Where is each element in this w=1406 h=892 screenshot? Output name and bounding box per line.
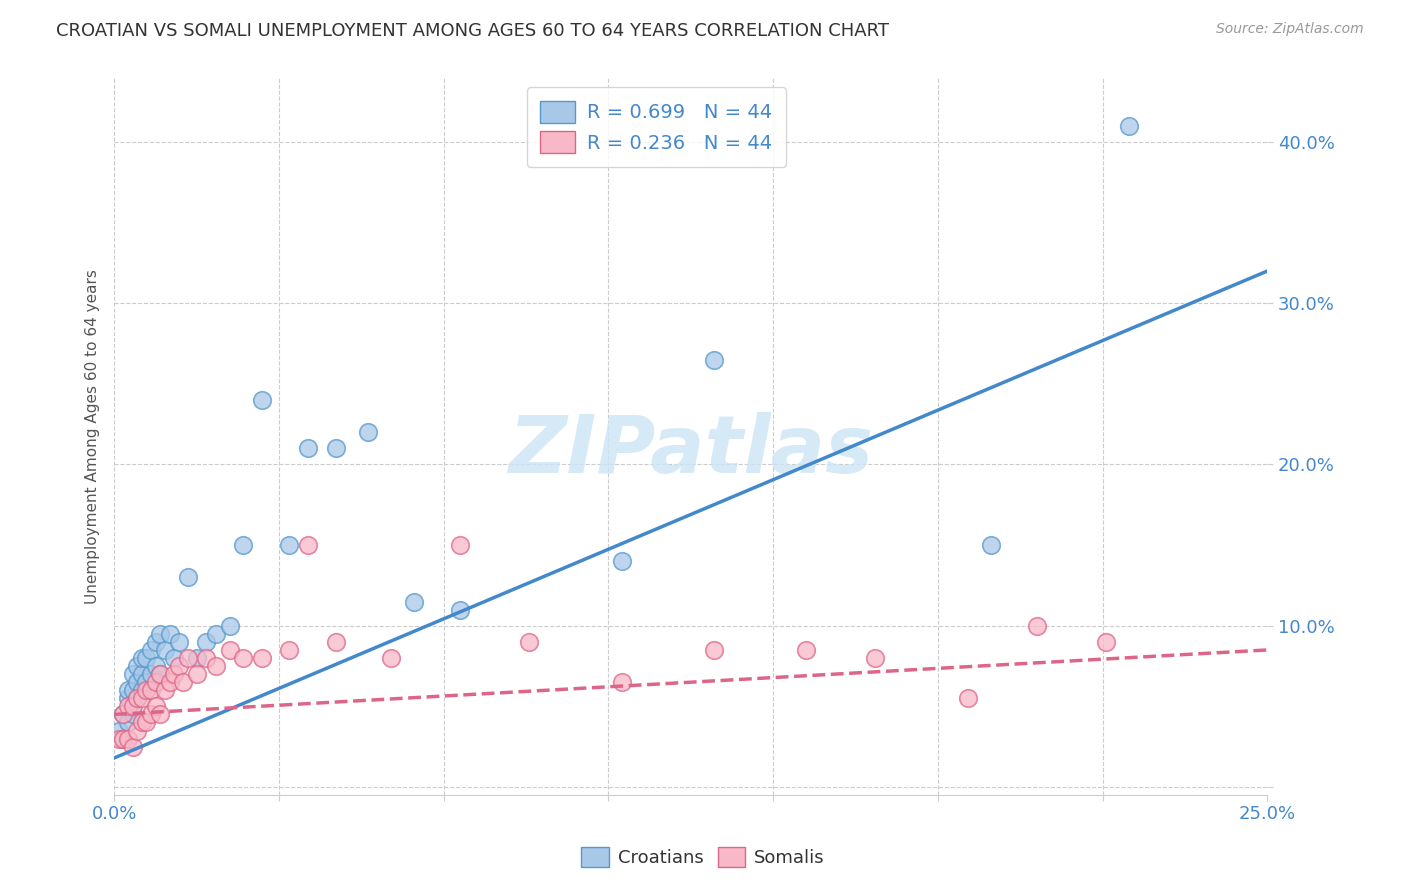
Point xyxy=(1025,618,1047,632)
Legend: Croatians, Somalis: Croatians, Somalis xyxy=(574,839,832,874)
Point xyxy=(153,683,176,698)
Point xyxy=(117,715,139,730)
Point xyxy=(204,627,226,641)
Point xyxy=(112,707,135,722)
Point xyxy=(127,675,149,690)
Point xyxy=(167,635,190,649)
Legend: R = 0.699   N = 44, R = 0.236   N = 44: R = 0.699 N = 44, R = 0.236 N = 44 xyxy=(527,87,786,167)
Point xyxy=(703,643,725,657)
Point xyxy=(145,675,167,690)
Point xyxy=(131,683,153,698)
Point xyxy=(703,352,725,367)
Point xyxy=(218,643,240,657)
Point xyxy=(139,683,162,698)
Point xyxy=(172,675,194,690)
Point xyxy=(149,627,172,641)
Point xyxy=(135,683,157,698)
Point xyxy=(127,659,149,673)
Point xyxy=(519,635,541,649)
Point xyxy=(177,570,200,584)
Point xyxy=(121,707,143,722)
Point xyxy=(204,659,226,673)
Point xyxy=(153,643,176,657)
Point xyxy=(107,723,129,738)
Point xyxy=(297,538,319,552)
Point xyxy=(163,667,186,681)
Point xyxy=(117,699,139,714)
Point xyxy=(1095,635,1118,649)
Point xyxy=(112,731,135,746)
Point xyxy=(149,667,172,681)
Point xyxy=(956,691,979,706)
Point xyxy=(135,715,157,730)
Point xyxy=(402,594,425,608)
Point xyxy=(127,723,149,738)
Point xyxy=(135,651,157,665)
Point xyxy=(121,699,143,714)
Point xyxy=(186,667,208,681)
Point xyxy=(325,635,347,649)
Point xyxy=(177,651,200,665)
Point xyxy=(117,691,139,706)
Point xyxy=(135,675,157,690)
Point xyxy=(357,425,380,440)
Point xyxy=(610,675,633,690)
Point xyxy=(127,691,149,706)
Point xyxy=(218,618,240,632)
Y-axis label: Unemployment Among Ages 60 to 64 years: Unemployment Among Ages 60 to 64 years xyxy=(86,268,100,604)
Point xyxy=(159,675,181,690)
Point xyxy=(195,635,218,649)
Point xyxy=(278,643,301,657)
Text: ZIPatlas: ZIPatlas xyxy=(509,411,873,490)
Point xyxy=(278,538,301,552)
Point xyxy=(107,731,129,746)
Point xyxy=(145,635,167,649)
Point xyxy=(297,442,319,456)
Point xyxy=(121,667,143,681)
Point xyxy=(145,699,167,714)
Point xyxy=(449,602,471,616)
Point xyxy=(139,667,162,681)
Point xyxy=(127,691,149,706)
Point xyxy=(232,651,254,665)
Point xyxy=(380,651,402,665)
Point xyxy=(163,651,186,665)
Point xyxy=(139,643,162,657)
Point xyxy=(112,707,135,722)
Point xyxy=(112,731,135,746)
Point xyxy=(980,538,1002,552)
Point xyxy=(117,731,139,746)
Point xyxy=(865,651,887,665)
Point xyxy=(149,707,172,722)
Point xyxy=(145,659,167,673)
Point xyxy=(250,392,273,407)
Point xyxy=(610,554,633,568)
Point xyxy=(121,739,143,754)
Point xyxy=(1118,119,1140,133)
Text: Source: ZipAtlas.com: Source: ZipAtlas.com xyxy=(1216,22,1364,37)
Point xyxy=(232,538,254,552)
Point xyxy=(139,707,162,722)
Point xyxy=(195,651,218,665)
Point xyxy=(449,538,471,552)
Point xyxy=(131,651,153,665)
Point xyxy=(121,683,143,698)
Point xyxy=(159,627,181,641)
Point xyxy=(131,715,153,730)
Point xyxy=(117,683,139,698)
Point xyxy=(149,667,172,681)
Point xyxy=(131,691,153,706)
Text: CROATIAN VS SOMALI UNEMPLOYMENT AMONG AGES 60 TO 64 YEARS CORRELATION CHART: CROATIAN VS SOMALI UNEMPLOYMENT AMONG AG… xyxy=(56,22,889,40)
Point xyxy=(794,643,817,657)
Point xyxy=(186,651,208,665)
Point xyxy=(250,651,273,665)
Point xyxy=(167,659,190,673)
Point xyxy=(325,442,347,456)
Point xyxy=(131,667,153,681)
